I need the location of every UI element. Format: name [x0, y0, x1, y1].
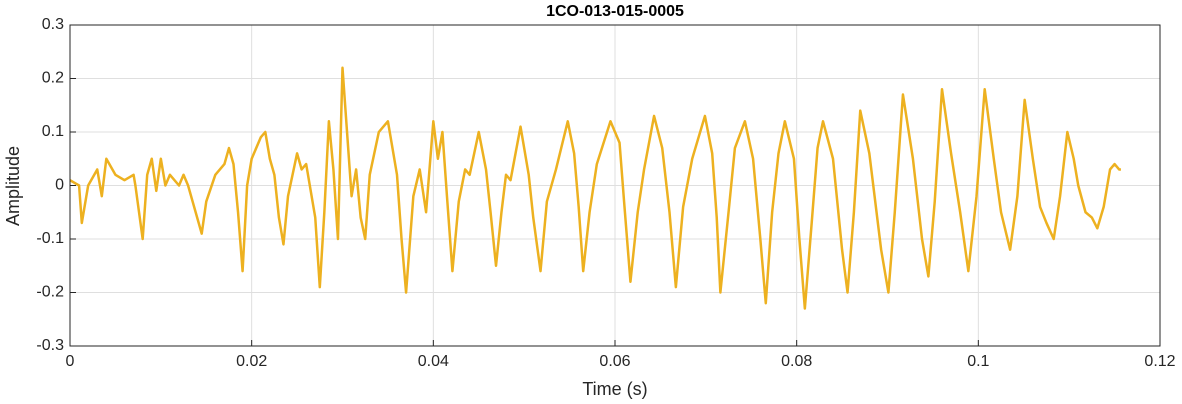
x-tick-label: 0.02	[236, 353, 267, 370]
x-tick-label: 0.08	[781, 353, 812, 370]
x-tick-label: 0.06	[599, 353, 630, 370]
x-tick-label: 0	[66, 353, 75, 370]
x-tick-label: 0.12	[1144, 353, 1175, 370]
chart-title: 1CO-013-015-0005	[546, 3, 684, 20]
x-tick-label: 0.04	[418, 353, 449, 370]
y-tick-label: -0.3	[36, 337, 64, 354]
y-tick-label: 0.1	[42, 123, 64, 140]
y-tick-label: 0.2	[42, 70, 64, 87]
x-axis-label: Time (s)	[582, 379, 647, 399]
waveform-line	[69, 66, 1121, 310]
x-tick-label: 0.1	[967, 353, 989, 370]
axes-box	[69, 24, 1161, 347]
y-tick-label: -0.2	[36, 284, 64, 301]
y-tick-label: 0	[55, 177, 64, 194]
y-tick-label: -0.1	[36, 230, 64, 247]
y-axis-label: Amplitude	[3, 146, 23, 226]
y-tick-label: 0.3	[42, 16, 64, 33]
